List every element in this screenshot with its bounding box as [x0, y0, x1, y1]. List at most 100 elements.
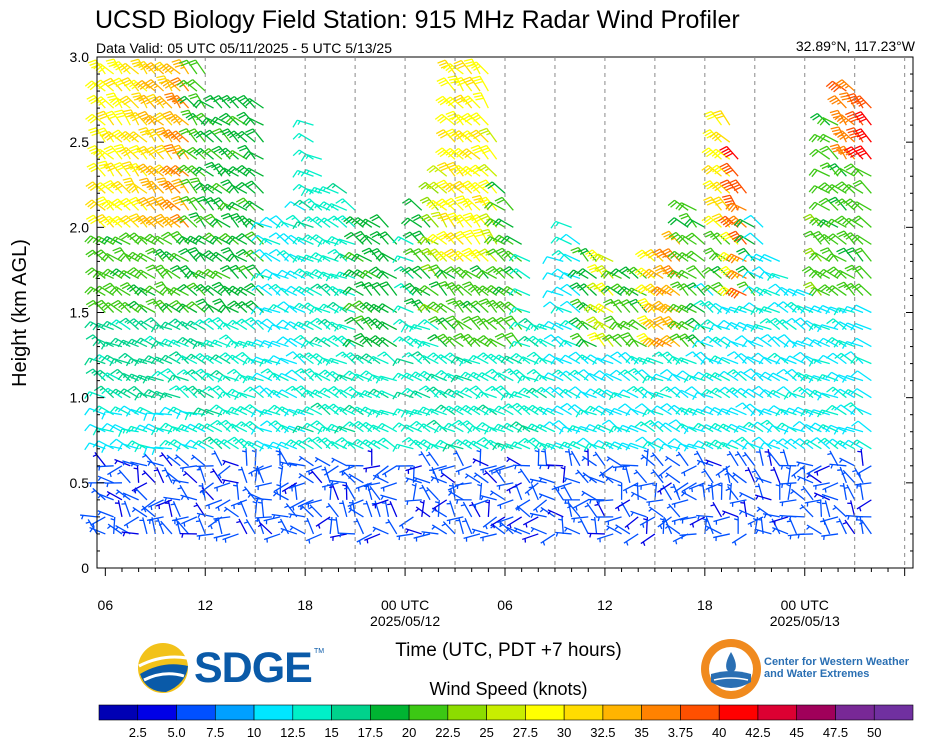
wind-barb [850, 407, 872, 416]
wind-barb [228, 264, 248, 279]
wind-barb [267, 340, 289, 349]
wind-barb [434, 269, 456, 279]
wind-barb [850, 337, 872, 348]
wind-barb [717, 319, 739, 331]
wind-barb [151, 446, 173, 456]
wind-barb [175, 424, 198, 433]
colorbar-label: 20 [402, 725, 416, 740]
wind-barb [478, 196, 498, 211]
wind-barb [529, 512, 547, 519]
wind-barb [509, 421, 531, 433]
wind-barb [272, 491, 289, 501]
wind-barb [640, 533, 656, 546]
wind-barb [703, 110, 723, 126]
wind-barb [813, 492, 831, 501]
wind-barb [211, 95, 231, 109]
wind-barb [213, 482, 231, 492]
colorbar-swatch [176, 704, 216, 721]
wind-barb [342, 421, 364, 433]
wind-barb [851, 283, 872, 296]
wind-barb [417, 370, 439, 382]
wind-barb [434, 499, 440, 517]
wind-barb [508, 253, 531, 262]
colorbar-label: 30 [557, 725, 571, 740]
wind-barb [402, 247, 423, 262]
wind-barb [155, 499, 173, 510]
wind-barb [834, 181, 856, 194]
wind-barb [499, 522, 514, 535]
wind-barb [305, 499, 322, 508]
wind-barb [392, 443, 414, 452]
wind-barb [411, 248, 431, 262]
wind-barb [326, 403, 348, 416]
wind-barb [309, 306, 331, 315]
wind-barb [675, 234, 697, 245]
wind-barb [563, 476, 581, 484]
colorbar-label: 42.5 [745, 725, 770, 740]
wind-barb [467, 425, 489, 434]
wind-barb [717, 286, 739, 297]
wind-barb [143, 233, 164, 245]
wind-barb [225, 149, 248, 160]
wind-barb [764, 449, 773, 466]
wind-barb [310, 317, 331, 331]
wind-barb [710, 501, 723, 518]
wind-barb [359, 218, 381, 228]
wind-barb [339, 465, 356, 476]
wind-barb [317, 201, 339, 211]
wind-barb [152, 299, 173, 313]
wind-barb [679, 516, 697, 524]
wind-barb [105, 58, 123, 75]
wind-barb [550, 405, 572, 416]
wind-barb [426, 352, 448, 365]
wind-barb [813, 465, 830, 476]
wind-barb [185, 112, 206, 126]
wind-barb [309, 269, 331, 279]
wind-barb [121, 161, 140, 177]
wind-barb [213, 516, 231, 523]
wind-barb [485, 265, 506, 279]
wind-barb [118, 317, 140, 331]
wind-barb [317, 387, 339, 399]
wind-barb [643, 283, 664, 296]
wind-barb [335, 351, 356, 365]
wind-barb [471, 194, 489, 211]
wind-barb [635, 436, 656, 450]
wind-barb [242, 97, 264, 109]
wind-barb [551, 386, 573, 399]
wind-barb [100, 320, 123, 331]
wind-barb [630, 510, 647, 518]
wind-barb [371, 500, 381, 518]
wind-barb [451, 130, 473, 143]
wind-barb [309, 389, 331, 399]
wind-barb [601, 334, 623, 348]
wind-barb [833, 307, 855, 316]
colorbar-swatch [253, 704, 294, 721]
wind-barb [836, 518, 847, 535]
wind-barb [460, 333, 481, 348]
wind-barb [837, 466, 847, 484]
wind-barb [200, 354, 223, 365]
wind-barb [134, 304, 156, 314]
wind-barb [853, 128, 872, 143]
x-tick-label: 12 [197, 597, 213, 613]
wind-barb [703, 230, 722, 245]
wind-barb [508, 340, 531, 349]
wind-barb [159, 63, 181, 75]
wind-barb [236, 111, 256, 126]
wind-barb [418, 385, 439, 399]
wind-barb [372, 526, 389, 535]
wind-barb [176, 148, 198, 160]
wind-barb [675, 451, 689, 467]
wind-barb [317, 217, 339, 228]
wind-barb [402, 198, 423, 211]
wind-barb [184, 439, 206, 450]
wind-barb [650, 391, 672, 400]
wind-barb [750, 372, 772, 382]
wind-barb [661, 315, 681, 330]
wind-barb [427, 333, 448, 348]
wind-barb [758, 442, 781, 450]
wind-barb [402, 282, 423, 296]
wind-barb [145, 247, 165, 262]
colorbar-swatch [757, 704, 798, 721]
